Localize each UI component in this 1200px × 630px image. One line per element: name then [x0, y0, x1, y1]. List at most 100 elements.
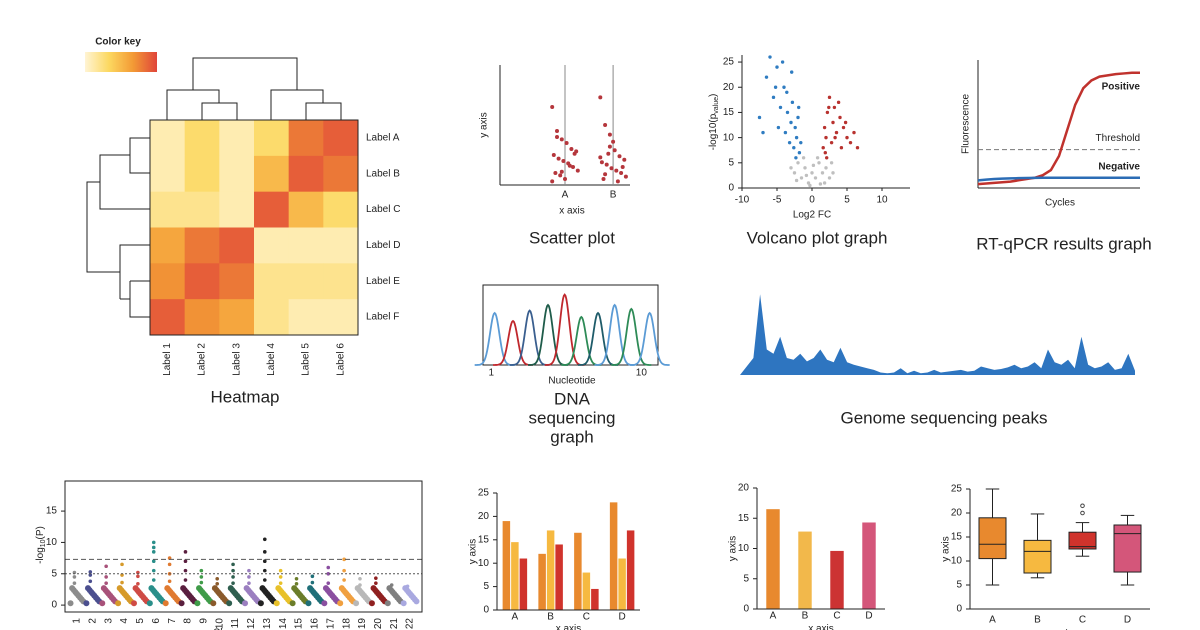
point [151, 545, 156, 550]
point [162, 600, 169, 607]
point [321, 600, 328, 607]
heatmap-cell [254, 155, 290, 193]
point [843, 120, 848, 125]
x-tick-label: D [865, 611, 872, 622]
point [550, 105, 555, 109]
point [821, 145, 825, 150]
chart-title: Scatter plot [529, 228, 615, 247]
point [72, 575, 77, 579]
point [797, 105, 801, 110]
heatmap-cell [254, 227, 290, 264]
point [615, 179, 620, 184]
point [167, 562, 172, 567]
color-key-title: Color key [95, 37, 141, 48]
point [789, 120, 793, 125]
point [130, 600, 137, 607]
x-tick-label: 2 [87, 618, 98, 624]
point [829, 161, 834, 165]
x-tick-label: 20 [373, 618, 384, 630]
point [558, 173, 563, 178]
point [831, 171, 835, 175]
point [559, 169, 564, 174]
point [134, 587, 141, 594]
series-line [977, 176, 1140, 182]
row-dendrogram [86, 137, 150, 318]
point [326, 571, 331, 576]
point [785, 90, 789, 94]
peak [492, 319, 534, 366]
point [825, 156, 829, 160]
heatmap-cell [184, 263, 220, 300]
point [231, 575, 235, 579]
row-label: Label B [366, 168, 400, 179]
column-dendrogram [166, 57, 342, 120]
point [120, 580, 124, 585]
point [289, 600, 296, 607]
y-tick-label: 5 [956, 580, 962, 591]
chart-title: RT-qPCR results graph [976, 234, 1151, 253]
point [839, 145, 844, 150]
peak [629, 311, 670, 366]
y-tick-label: 20 [738, 483, 750, 494]
y-tick-label: 20 [723, 82, 735, 93]
point [609, 166, 614, 171]
point [827, 95, 832, 100]
heatmap-frame [149, 119, 359, 336]
point [611, 139, 616, 144]
point [567, 163, 572, 168]
point [151, 559, 156, 564]
y-axis-label-part: (P) [35, 526, 46, 539]
point [555, 135, 559, 139]
point [356, 587, 363, 594]
point [793, 125, 797, 130]
point [310, 574, 315, 579]
point [571, 165, 575, 169]
column-label: Label 4 [266, 343, 277, 376]
x-tick-label: 10 [876, 195, 888, 206]
point [342, 568, 346, 573]
point [838, 115, 842, 120]
x-tick-label: D [619, 612, 626, 623]
x-axis-label: Nucleotide [548, 376, 596, 387]
point [245, 587, 252, 594]
point [167, 579, 172, 584]
point [308, 587, 315, 594]
outlier [1080, 503, 1085, 509]
point [199, 580, 204, 585]
point [761, 130, 765, 135]
y-axis-label-part: ) [708, 94, 719, 97]
heatmap-cell [150, 191, 186, 228]
point [563, 177, 567, 181]
column-label: Label 5 [301, 343, 312, 376]
point [794, 178, 799, 183]
x-tick-label: 15 [294, 618, 305, 630]
point [403, 587, 410, 594]
point [855, 145, 860, 150]
point [183, 568, 188, 573]
x-tick-label: 19 [357, 618, 368, 630]
point [603, 172, 608, 177]
point [151, 540, 156, 545]
chart-title: graph [550, 427, 593, 446]
point [771, 95, 776, 100]
point [146, 600, 153, 607]
x-tick-label: C [833, 611, 840, 622]
bar [830, 550, 844, 609]
y-axis-label: -log10(pvalue) [708, 94, 721, 151]
y-tick-label: 10 [723, 132, 735, 143]
point [831, 120, 835, 125]
heatmap-cell [184, 191, 220, 228]
heatmap-cell [254, 120, 290, 157]
point [310, 580, 315, 585]
point [796, 161, 800, 165]
x-axis-label: x axis [808, 624, 834, 630]
point [564, 141, 569, 145]
heatmap-cell [184, 120, 220, 157]
point [780, 60, 785, 64]
point [569, 147, 574, 151]
point [99, 600, 106, 607]
point [804, 173, 809, 178]
x-tick-label: A [770, 611, 777, 622]
point [353, 600, 360, 607]
point [836, 100, 841, 105]
